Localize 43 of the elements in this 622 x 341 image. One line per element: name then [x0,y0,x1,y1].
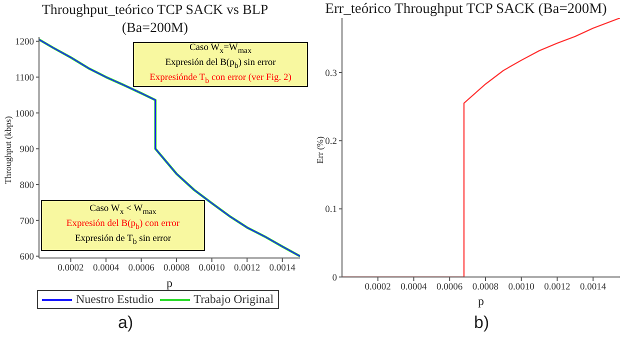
y-axis-title: Err (%) [315,136,325,164]
annotation: Caso W$_{x}$ < W$_{max}$ [90,203,156,218]
annotation: Caso W$_{x}$=W$_{max}$ [189,42,252,58]
annotation: Expresión del B(p$_{b}$) sin error [165,57,276,72]
y-tick-label: 1200 [15,38,34,48]
chart-title: Err_teórico Throughput TCP SACK (Ba=200M) [324,0,608,18]
text: b) [474,313,490,333]
chart-title: Throughput_teórico TCP SACK vs BLP (Ba=200M) [40,2,270,38]
y-tick-label: 1100 [15,73,34,84]
legend-label: Trabajo Original [194,292,274,307]
y-tick-label: 700 [20,216,34,227]
y-tick-label: 0.2 [325,137,338,148]
x-tick-label: 0.0006 [436,282,463,293]
y-axis-title: Throughput (kbps) [3,116,13,184]
x-tick-label: 0.0006 [128,264,155,274]
legend-label: Nuestro Estudio [76,292,154,307]
x-tick-label: 0.0004 [92,264,120,274]
annotation: Expresión de T$_{b}$ sin error [74,232,172,248]
note-box: Caso W$_{x}$ < W$_{max}$ Expresión del B(p$_{b}$) con error Expresión de T$_{b}$ sin error [41,200,205,251]
annotation: Expresión del B(p$_{b}$) con error [66,218,180,233]
text: a) [118,313,134,333]
x-tick-label: 0.0002 [364,282,392,293]
x-tick-label: 0.0014 [269,264,296,274]
x-tick-label: 0.0010 [198,264,226,274]
y-tick-label: 0.3 [325,68,338,79]
x-tick-label: 0.0002 [58,264,84,274]
x-axis-title: p [477,294,485,309]
note-box: Caso W$_{x}$=W$_{max}$ Expresión del B(p$_{b}$) sin error Expresiónde T$_{b}$ con error (ver Fig. 2) [133,42,308,87]
x-tick-label: 0.0014 [580,282,606,293]
y-tick-label: 800 [20,180,34,191]
y-tick-label: 0 [332,273,338,284]
annotation: Expresiónde T$_{b}$ con error (ver Fig. 2) [150,72,292,87]
y-tick-label: 900 [20,145,34,156]
x-tick-label: 0.0010 [508,282,535,293]
x-tick-label: 0.0012 [544,282,571,293]
y-tick-label: 0.1 [325,205,338,216]
x-tick-label: 0.0012 [234,264,260,274]
x-tick-label: 0.0004 [400,282,428,293]
x-tick-label: 0.0008 [163,264,190,274]
x-axis-title: p [166,276,174,291]
y-tick-label: 1000 [15,109,34,120]
y-tick-label: 600 [20,252,34,263]
x-tick-label: 0.0008 [472,282,499,293]
